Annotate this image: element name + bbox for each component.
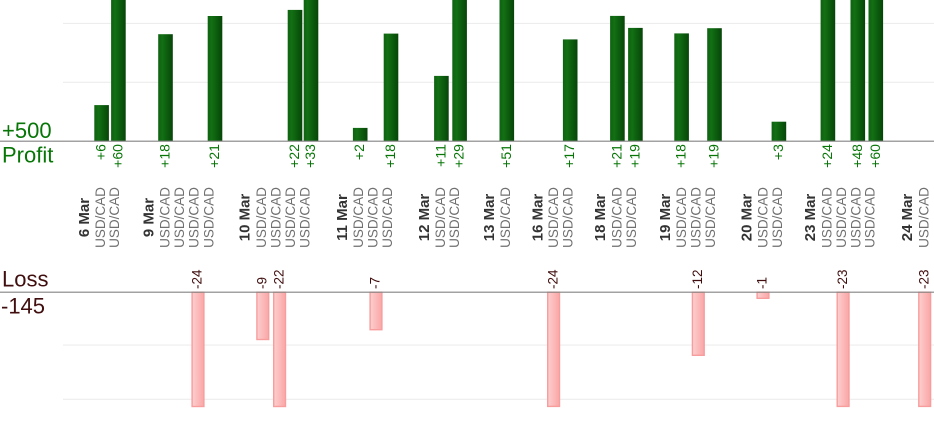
svg-text:+17: +17: [561, 144, 577, 168]
svg-text:19 Mar: 19 Mar: [657, 194, 674, 242]
svg-text:-22: -22: [271, 269, 286, 289]
svg-text:USD/CAD: USD/CAD: [820, 187, 835, 248]
svg-text:+11: +11: [432, 144, 448, 167]
svg-text:+19: +19: [626, 144, 642, 168]
svg-text:+29: +29: [451, 144, 467, 168]
svg-text:USD/CAD: USD/CAD: [351, 187, 366, 248]
svg-text:Loss: Loss: [2, 267, 48, 292]
svg-text:USD/CAD: USD/CAD: [624, 187, 639, 248]
svg-text:18 Mar: 18 Mar: [592, 194, 609, 242]
svg-text:-7: -7: [368, 277, 383, 289]
svg-text:USD/CAD: USD/CAD: [107, 187, 122, 248]
svg-text:11 Mar: 11 Mar: [334, 194, 351, 241]
svg-text:USD/CAD: USD/CAD: [863, 187, 878, 248]
svg-text:-9: -9: [255, 277, 270, 289]
svg-text:USD/CAD: USD/CAD: [433, 187, 448, 248]
svg-text:9 Mar: 9 Mar: [140, 198, 157, 237]
svg-text:Profit: Profit: [2, 143, 53, 168]
svg-text:USD/CAD: USD/CAD: [546, 187, 561, 248]
svg-text:+19: +19: [706, 144, 722, 168]
svg-text:+3: +3: [770, 144, 786, 160]
svg-text:+60: +60: [867, 144, 883, 168]
svg-text:USD/CAD: USD/CAD: [297, 187, 312, 248]
svg-text:USD/CAD: USD/CAD: [201, 187, 216, 248]
svg-text:USD/CAD: USD/CAD: [916, 187, 931, 248]
svg-text:10 Mar: 10 Mar: [237, 194, 254, 242]
svg-text:USD/CAD: USD/CAD: [498, 187, 513, 248]
svg-text:-23: -23: [835, 269, 850, 289]
svg-text:USD/CAD: USD/CAD: [447, 187, 462, 248]
svg-text:USD/CAD: USD/CAD: [674, 187, 689, 248]
svg-text:+48: +48: [849, 144, 865, 168]
svg-text:+18: +18: [157, 144, 173, 168]
svg-text:USD/CAD: USD/CAD: [770, 187, 785, 248]
svg-text:USD/CAD: USD/CAD: [366, 187, 381, 248]
svg-text:USD/CAD: USD/CAD: [172, 187, 187, 248]
svg-text:+6: +6: [93, 144, 109, 160]
svg-text:USD/CAD: USD/CAD: [610, 187, 625, 248]
svg-text:USD/CAD: USD/CAD: [703, 187, 718, 248]
svg-text:-12: -12: [690, 269, 705, 289]
svg-text:20 Mar: 20 Mar: [738, 194, 755, 242]
svg-text:-24: -24: [190, 269, 205, 289]
svg-text:USD/CAD: USD/CAD: [254, 187, 269, 248]
svg-text:+24: +24: [819, 144, 835, 168]
svg-text:-145: -145: [1, 294, 45, 319]
svg-text:+18: +18: [673, 144, 689, 168]
svg-text:+60: +60: [109, 144, 125, 168]
svg-text:16 Mar: 16 Mar: [529, 194, 546, 242]
svg-text:USD/CAD: USD/CAD: [269, 187, 284, 248]
svg-text:USD/CAD: USD/CAD: [187, 187, 202, 248]
svg-text:12 Mar: 12 Mar: [416, 194, 433, 242]
svg-text:13 Mar: 13 Mar: [481, 194, 498, 242]
svg-text:USD/CAD: USD/CAD: [848, 187, 863, 248]
svg-text:USD/CAD: USD/CAD: [158, 187, 173, 248]
svg-text:+2: +2: [351, 144, 367, 160]
svg-text:USD/CAD: USD/CAD: [283, 187, 298, 248]
svg-text:+21: +21: [608, 144, 624, 168]
svg-text:+500: +500: [2, 118, 52, 143]
svg-text:+22: +22: [286, 144, 302, 168]
svg-text:-24: -24: [545, 269, 560, 289]
svg-text:USD/CAD: USD/CAD: [93, 187, 108, 248]
svg-text:USD/CAD: USD/CAD: [834, 187, 849, 248]
svg-text:+51: +51: [498, 144, 514, 168]
svg-text:-23: -23: [916, 269, 931, 289]
svg-text:+21: +21: [206, 144, 222, 168]
svg-text:USD/CAD: USD/CAD: [560, 187, 575, 248]
svg-text:6 Mar: 6 Mar: [76, 198, 93, 237]
svg-text:USD/CAD: USD/CAD: [380, 187, 395, 248]
svg-text:+33: +33: [302, 144, 318, 168]
svg-text:USD/CAD: USD/CAD: [756, 187, 771, 248]
svg-text:23 Mar: 23 Mar: [802, 194, 819, 242]
svg-text:+18: +18: [382, 144, 398, 168]
svg-text:24 Mar: 24 Mar: [899, 194, 916, 242]
svg-text:USD/CAD: USD/CAD: [689, 187, 704, 248]
svg-text:-1: -1: [755, 277, 770, 289]
